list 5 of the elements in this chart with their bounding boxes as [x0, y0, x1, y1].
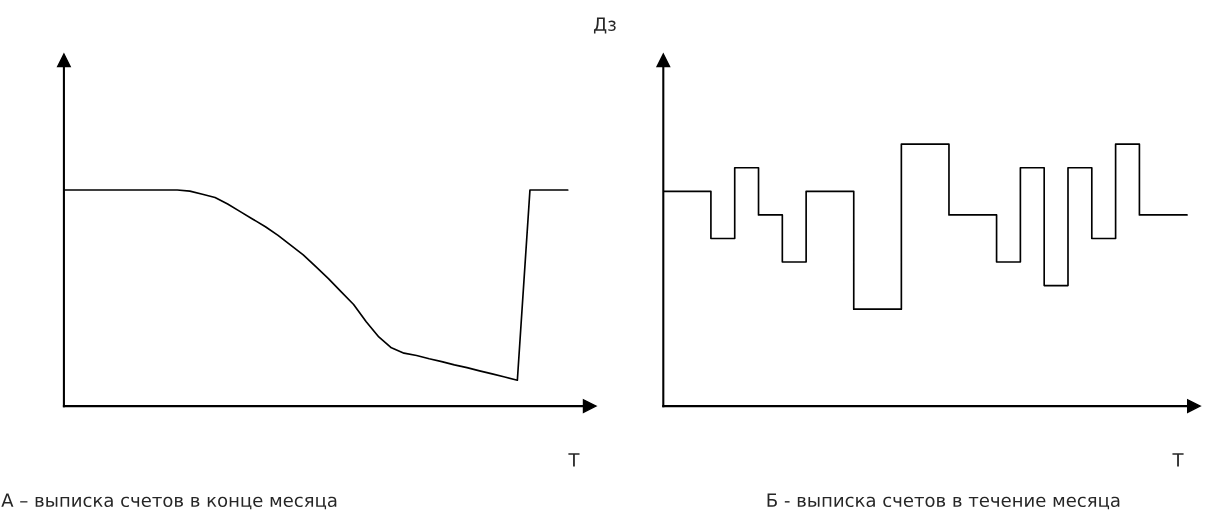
x-axis-title: T — [568, 453, 580, 467]
text: Б - выписка счетов в течение месяца — [767, 493, 1120, 510]
x-axis-title: T — [1172, 453, 1184, 467]
text: А – выписка счетов в конце месяца — [1, 493, 337, 510]
y-axis-title: Дз — [593, 17, 616, 34]
